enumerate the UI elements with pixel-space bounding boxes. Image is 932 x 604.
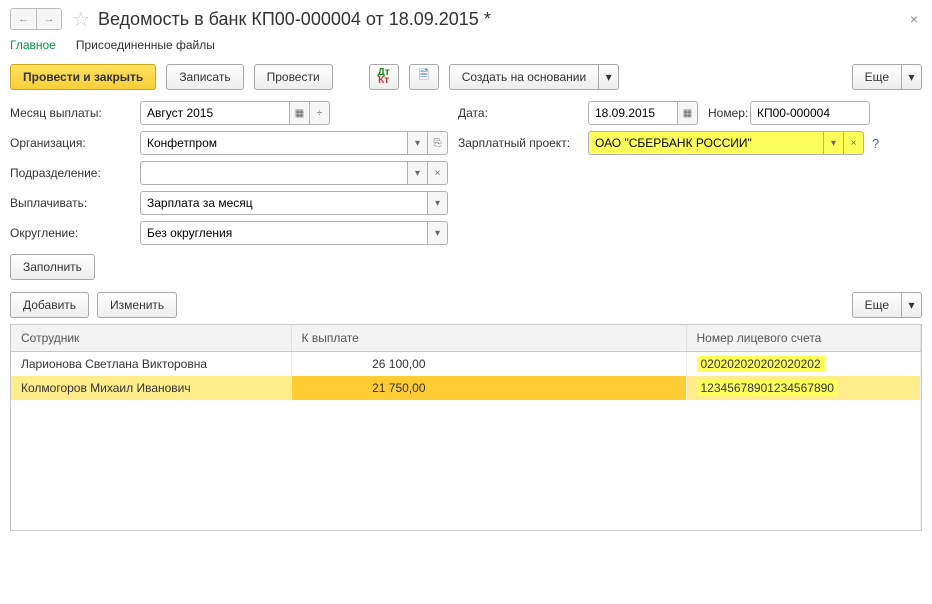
month-stepper-button[interactable]: ÷ <box>310 101 330 125</box>
col-amount[interactable]: К выплате <box>291 325 686 352</box>
help-icon[interactable]: ? <box>872 136 879 151</box>
month-label: Месяц выплаты: <box>10 106 140 120</box>
employee-table: Сотрудник К выплате Номер лицевого счета… <box>10 324 922 531</box>
date-picker-button[interactable]: ▦ <box>678 101 698 125</box>
favorite-star-icon[interactable]: ☆ <box>72 7 90 32</box>
add-button[interactable]: Добавить <box>10 292 89 318</box>
round-label: Округление: <box>10 226 140 240</box>
cell-amount: 26 100,00 <box>291 352 686 377</box>
proj-label: Зарплатный проект: <box>458 136 588 150</box>
create-based-on-button[interactable]: Создать на основании <box>449 64 600 90</box>
dept-label: Подразделение: <box>10 166 140 180</box>
salary-project-clear-button[interactable]: × <box>844 131 864 155</box>
date-label: Дата: <box>458 106 588 120</box>
dept-clear-button[interactable]: × <box>428 161 448 185</box>
cell-employee: Ларионова Светлана Викторовна <box>11 352 291 377</box>
number-label: Номер: <box>698 106 750 120</box>
col-employee[interactable]: Сотрудник <box>11 325 291 352</box>
cell-account: 12345678901234567890 <box>686 376 921 400</box>
cell-amount: 21 750,00 <box>291 376 686 400</box>
paytype-input[interactable] <box>140 191 428 215</box>
col-account[interactable]: Номер лицевого счета <box>686 325 921 352</box>
paytype-select-button[interactable]: ▾ <box>428 191 448 215</box>
round-select-button[interactable]: ▾ <box>428 221 448 245</box>
close-icon[interactable]: × <box>906 11 922 27</box>
more-button[interactable]: Еще <box>852 64 902 90</box>
month-input[interactable] <box>140 101 290 125</box>
dept-select-button[interactable]: ▾ <box>408 161 428 185</box>
salary-project-input[interactable] <box>588 131 824 155</box>
nav-back-button[interactable]: ← <box>10 8 36 30</box>
document-button[interactable]: 🗎 <box>409 64 439 90</box>
debit-credit-icon: ДтКт <box>378 69 390 85</box>
paytype-label: Выплачивать: <box>10 196 140 210</box>
table-more-button[interactable]: Еще <box>852 292 902 318</box>
table-row[interactable]: Колмогоров Михаил Иванович 21 750,00 123… <box>11 376 921 400</box>
date-input[interactable] <box>588 101 678 125</box>
table-more-dropdown[interactable]: ▾ <box>902 292 922 318</box>
table-empty-area <box>11 400 921 530</box>
more-dropdown[interactable]: ▾ <box>902 64 922 90</box>
month-picker-button[interactable]: ▦ <box>290 101 310 125</box>
cell-account: 020202020202020202 <box>686 352 921 377</box>
document-icon: 🗎 <box>418 66 428 88</box>
save-button[interactable]: Записать <box>166 64 243 90</box>
org-select-button[interactable]: ▾ <box>408 131 428 155</box>
post-and-close-button[interactable]: Провести и закрыть <box>10 64 156 90</box>
table-row[interactable]: Ларионова Светлана Викторовна 26 100,00 … <box>11 352 921 377</box>
create-based-on-dropdown[interactable]: ▾ <box>599 64 619 90</box>
org-input[interactable] <box>140 131 408 155</box>
post-button[interactable]: Провести <box>254 64 333 90</box>
page-title: Ведомость в банк КП00-000004 от 18.09.20… <box>98 9 906 30</box>
number-input[interactable] <box>750 101 870 125</box>
dept-input[interactable] <box>140 161 408 185</box>
round-input[interactable] <box>140 221 428 245</box>
edit-button[interactable]: Изменить <box>97 292 177 318</box>
org-label: Организация: <box>10 136 140 150</box>
debit-credit-button[interactable]: ДтКт <box>369 64 399 90</box>
cell-employee: Колмогоров Михаил Иванович <box>11 376 291 400</box>
tab-main[interactable]: Главное <box>10 36 56 54</box>
fill-button[interactable]: Заполнить <box>10 254 95 280</box>
nav-forward-button[interactable]: → <box>36 8 62 30</box>
org-open-button[interactable]: ⎘ <box>428 131 448 155</box>
tab-attachments[interactable]: Присоединенные файлы <box>76 36 215 54</box>
salary-project-select-button[interactable]: ▾ <box>824 131 844 155</box>
